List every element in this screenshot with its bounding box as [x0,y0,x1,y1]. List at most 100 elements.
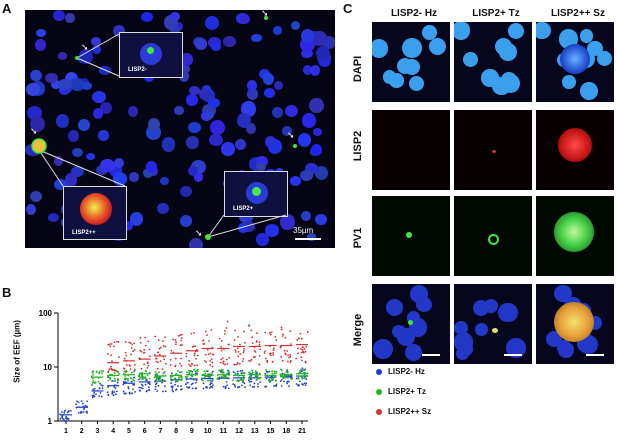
data-point [132,350,135,353]
data-point [79,412,82,414]
data-point [280,355,283,358]
data-point [129,368,132,370]
nucleus [302,64,313,75]
nucleus [312,30,327,46]
data-point [188,369,190,372]
parasite-spot [205,234,211,240]
data-point [232,383,235,385]
data-point [286,382,289,385]
data-point [62,418,65,421]
nucleus [210,120,226,136]
data-point [163,358,166,361]
data-point [241,360,244,363]
data-point [251,342,254,345]
data-point [126,378,129,380]
data-point [300,369,303,372]
data-point [159,346,162,349]
data-point [301,367,304,370]
data-point [202,382,205,385]
data-point [110,365,112,368]
data-point [193,352,196,355]
nucleus [128,105,139,117]
data-point [175,341,177,343]
data-point [194,370,197,373]
data-point [303,382,306,385]
data-point [186,371,188,374]
nucleus [256,156,269,167]
data-point [200,377,203,379]
nucleus [309,65,321,76]
data-point [92,370,94,372]
x-tick-label: 12 [235,428,243,435]
data-point [148,388,150,391]
data-point [174,339,177,341]
data-point [208,340,210,342]
data-point [101,387,104,390]
data-point [221,357,224,360]
data-point [301,359,303,362]
data-point [171,385,174,388]
data-point [208,376,211,379]
nucleus [34,39,46,51]
micrograph-tile [536,22,614,102]
data-point [299,375,302,378]
data-point [242,379,245,382]
nucleus [409,76,425,92]
nucleus [146,161,158,174]
data-point [133,376,135,379]
y-axis-label: Size of EEF (µm) [12,320,22,383]
data-point [176,379,179,382]
data-point [303,369,306,372]
nucleus [86,152,96,161]
data-point [212,384,214,387]
data-point [161,381,164,384]
data-point [202,387,205,390]
data-point [188,363,190,366]
data-point [128,341,131,344]
nucleus [579,29,594,43]
nucleus [91,45,101,55]
inset-schizont [80,193,112,225]
nucleus [403,58,420,75]
data-point [111,360,113,363]
nucleus [579,82,598,100]
data-point [180,388,183,391]
data-point [222,385,225,388]
nucleus [309,97,324,114]
data-point [140,367,143,370]
data-point [247,325,250,327]
legend-swatch [376,388,382,395]
data-point [133,383,136,386]
data-point [180,333,183,336]
data-point [157,339,160,342]
data-point [123,357,126,360]
data-point [207,373,209,376]
nucleus [186,94,198,107]
data-point [256,371,259,374]
data-point [241,384,243,387]
data-point [286,380,289,383]
data-point [117,356,120,358]
data-point [297,383,300,386]
data-point [242,357,245,360]
data-point [80,400,83,403]
data-point [185,375,187,378]
data-point [304,384,307,387]
data-point [206,386,208,389]
data-point [189,371,191,373]
data-point [144,377,147,380]
lisp2-signal [492,150,496,153]
data-point [113,341,116,344]
data-point [264,350,266,353]
data-point [157,351,160,354]
data-point [92,388,95,391]
data-point [220,369,223,371]
data-point [188,360,191,362]
data-point [236,370,239,373]
merge-signal [492,328,498,333]
data-point [223,371,225,374]
x-tick-label: 1 [64,428,68,435]
data-point [170,372,173,375]
legend-item-hz: LISP2- Hz [376,367,425,376]
nucleus [78,119,90,132]
